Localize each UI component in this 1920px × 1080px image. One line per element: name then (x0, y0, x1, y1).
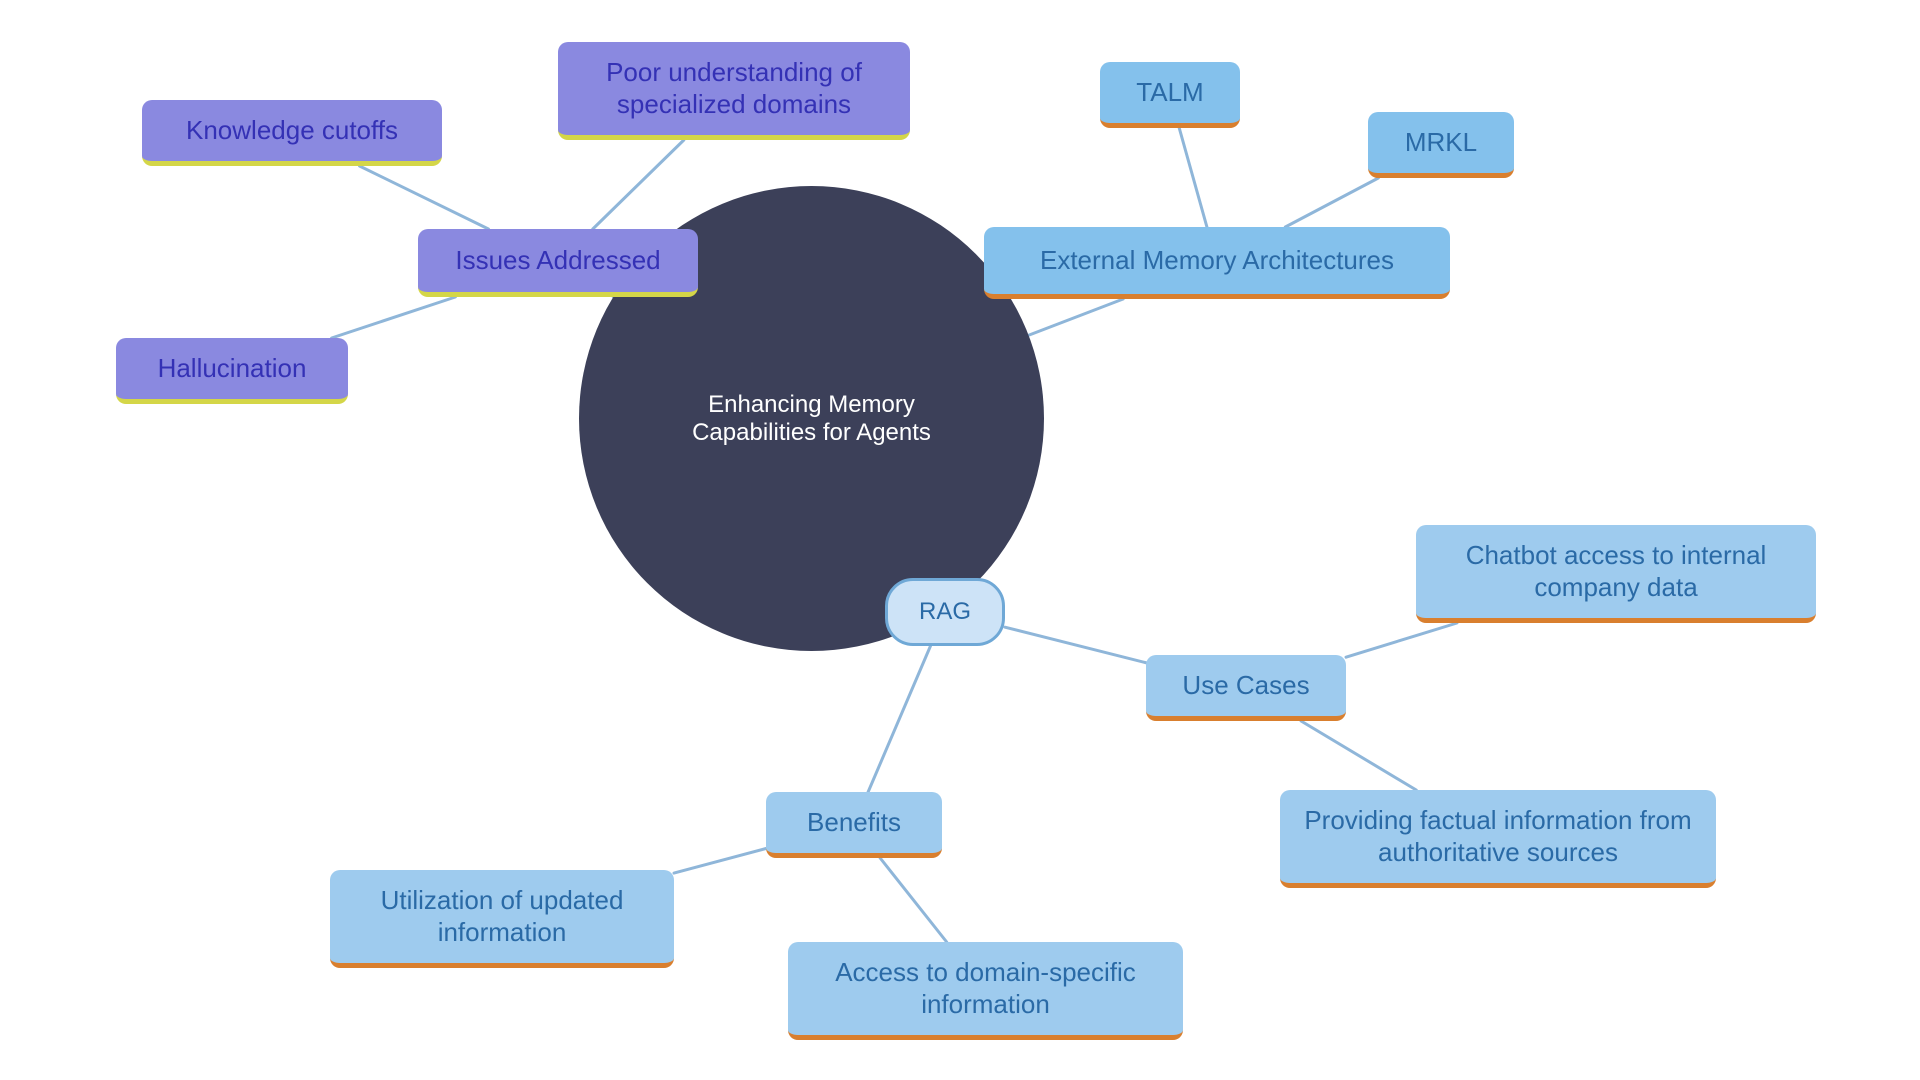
node-label: External Memory Architectures (1040, 245, 1394, 276)
node-label: Utilization of updated information (352, 885, 652, 947)
rag-label: RAG (919, 598, 971, 626)
node-external-memory: External Memory Architectures (984, 227, 1450, 299)
node-label: Providing factual information from autho… (1302, 805, 1694, 867)
mindmap-stage: Enhancing Memory Capabilities for Agents… (0, 0, 1920, 1080)
node-use-cases: Use Cases (1146, 655, 1346, 721)
node-label: Access to domain-specific information (810, 957, 1161, 1019)
node-label: MRKL (1405, 127, 1477, 158)
node-domain-specific: Access to domain-specific information (788, 942, 1183, 1040)
node-talm: TALM (1100, 62, 1240, 128)
node-label: Knowledge cutoffs (186, 115, 398, 146)
node-label: Use Cases (1182, 670, 1309, 701)
central-label: Enhancing Memory Capabilities for Agents (649, 391, 974, 447)
node-label: Poor understanding of specialized domain… (580, 57, 888, 119)
node-knowledge-cutoffs: Knowledge cutoffs (142, 100, 442, 166)
node-hallucination: Hallucination (116, 338, 348, 404)
node-label: Hallucination (158, 353, 307, 384)
node-issues-addressed: Issues Addressed (418, 229, 698, 297)
node-label: Chatbot access to internal company data (1438, 540, 1794, 602)
node-updated-info: Utilization of updated information (330, 870, 674, 968)
node-chatbot: Chatbot access to internal company data (1416, 525, 1816, 623)
node-benefits: Benefits (766, 792, 942, 858)
node-label: Issues Addressed (455, 245, 660, 276)
node-factual: Providing factual information from autho… (1280, 790, 1716, 888)
rag-node: RAG (885, 578, 1005, 646)
node-label: TALM (1136, 77, 1203, 108)
node-label: Benefits (807, 807, 901, 838)
node-mrkl: MRKL (1368, 112, 1514, 178)
node-poor-understanding: Poor understanding of specialized domain… (558, 42, 910, 140)
